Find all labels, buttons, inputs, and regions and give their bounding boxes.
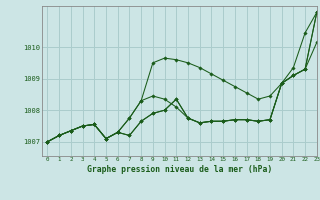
X-axis label: Graphe pression niveau de la mer (hPa): Graphe pression niveau de la mer (hPa) bbox=[87, 165, 272, 174]
